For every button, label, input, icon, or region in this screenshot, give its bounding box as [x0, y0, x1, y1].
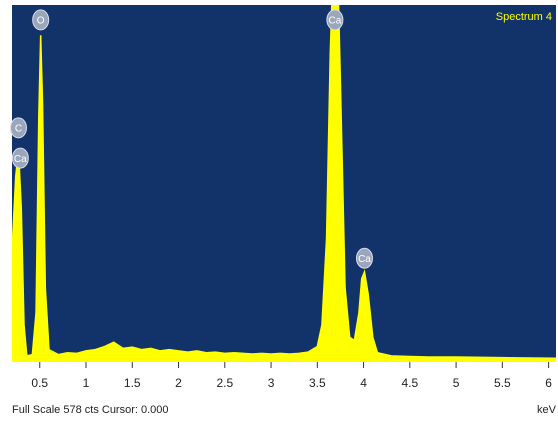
x-tick-label: 4.5 — [401, 376, 418, 390]
spectrum-title: Spectrum 4 — [496, 11, 552, 23]
footer: Full Scale 578 cts Cursor: 0.000 — [12, 404, 169, 416]
peak-label: Ca — [358, 254, 371, 265]
peak-marker — [326, 9, 344, 31]
peak-label: C — [15, 124, 22, 135]
plot-background — [12, 5, 556, 362]
x-tick-label: 5 — [453, 376, 460, 390]
peak-marker — [9, 117, 27, 139]
peak-marker — [32, 9, 50, 31]
x-tick-label: 6 — [545, 376, 552, 390]
x-axis-label: keV — [537, 404, 557, 416]
peak-label: O — [37, 15, 45, 26]
x-tick-label: 1 — [83, 376, 90, 390]
peak-marker — [355, 247, 373, 269]
x-tick-label: 2.5 — [216, 376, 233, 390]
peak-marker — [11, 147, 29, 169]
x-tick-label: 3.5 — [309, 376, 326, 390]
x-tick-label: 1.5 — [124, 376, 141, 390]
x-tick-label: 3 — [268, 376, 275, 390]
peak-label: Ca — [328, 15, 341, 26]
spectrum-line — [12, 5, 556, 360]
x-tick-label: 4 — [360, 376, 367, 390]
x-tick-label: 2 — [175, 376, 182, 390]
x-tick-label: 5.5 — [494, 376, 511, 390]
x-tick-label: 0.5 — [31, 376, 48, 390]
peak-label: Ca — [14, 154, 27, 165]
plot-area — [12, 5, 556, 362]
